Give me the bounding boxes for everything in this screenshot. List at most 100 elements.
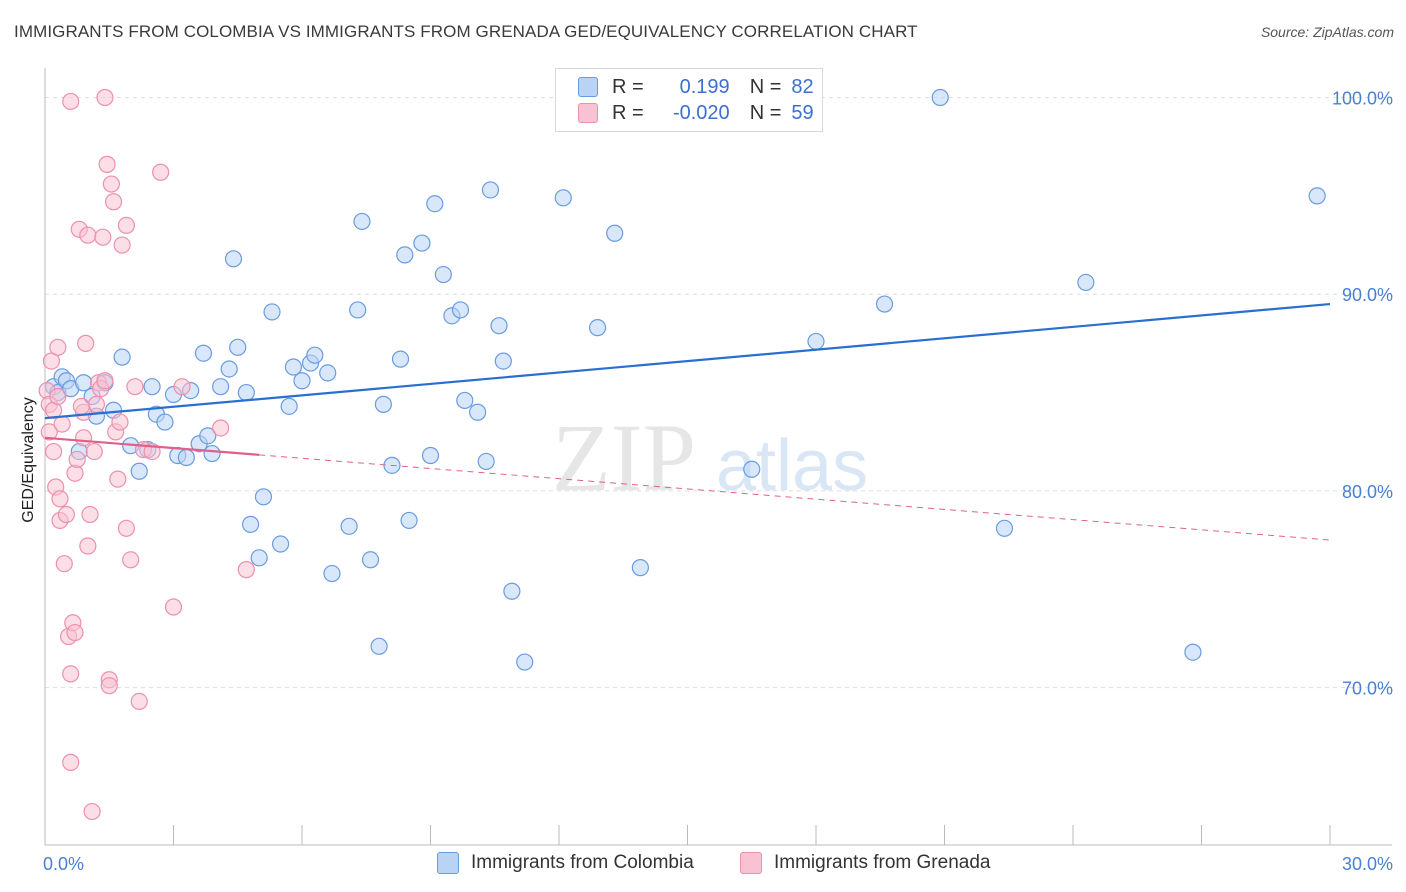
colombia-point-26 [212,378,230,396]
colombia-n-value: 82 [791,75,814,98]
colombia-point-64 [494,352,512,370]
colombia-point-46 [361,551,380,569]
legend-grenada-label: Immigrants from Grenada [774,852,991,873]
legend-grenada-swatch [740,852,762,874]
colombia-point-35 [271,535,290,553]
colombia-point-67 [554,189,572,207]
colombia-point-31 [242,515,260,533]
colombia-point-63 [490,317,508,335]
colombia-point-66 [516,653,534,671]
stats-legend: R = 0.199 N = 82 R = -0.020 N = 59 [555,68,823,132]
colombia-point-48 [374,395,392,413]
colombia-point-69 [606,224,624,242]
grenada-point-25 [79,226,97,244]
grenada-r-value: -0.020 [672,101,730,124]
y-tick-label-1: 90.0% [1342,285,1393,305]
grenada-point-32 [94,228,112,246]
colombia-swatch [578,77,598,97]
colombia-point-34 [263,303,281,321]
colombia-trend-line [44,302,1331,420]
grenada-point-55 [96,88,114,107]
colombia-point-11 [113,348,131,366]
colombia-point-52 [400,511,418,530]
grenada-point-56 [49,338,67,356]
colombia-point-36 [280,397,298,415]
colombia-point-42 [323,564,341,583]
grenada-point-2 [40,423,58,441]
colombia-point-70 [631,559,649,577]
colombia-point-45 [353,212,371,231]
grenada-point-43 [117,519,135,537]
colombia-point-15 [143,378,161,396]
grenada-point-3 [42,352,61,370]
axes [44,68,1392,846]
grenada-point-51 [173,378,191,396]
y-axis-label: GED/Equivalency [20,397,37,522]
colombia-point-68 [588,319,607,337]
grenada-point-44 [122,551,140,569]
y-tick-label-3: 70.0% [1342,679,1393,699]
grenada-point-37 [102,175,120,193]
colombia-point-62 [481,181,500,199]
colombia-r-label: R = [612,75,644,98]
y-tick-label-0: 100.0% [1332,89,1393,109]
grenada-point-29 [87,395,106,413]
x-tick-label-1: 30.0% [1342,854,1393,874]
grenada-point-54 [62,92,80,111]
chart-title: IMMIGRANTS FROM COLOMBIA VS IMMIGRANTS F… [14,22,918,41]
colombia-point-56 [434,265,452,284]
colombia-point-60 [469,403,487,421]
grenada-point-14 [62,665,80,683]
colombia-point-80 [1308,187,1326,205]
grenada-point-52 [212,419,230,437]
grenada-trend-line-dashed [259,454,1331,541]
chart-source: Source: ZipAtlas.com [1260,24,1394,40]
colombia-point-76 [931,88,949,107]
colombia-point-59 [456,391,474,410]
grenada-point-38 [104,193,123,211]
watermark-atlas: atlas [716,426,868,506]
colombia-point-27 [220,360,238,378]
colombia-point-25 [203,444,221,463]
legend-item-grenada[interactable]: Immigrants from Grenada [740,852,990,874]
grenada-point-50 [164,598,183,616]
grenada-trend-line [44,436,260,456]
colombia-point-75 [875,295,894,313]
colombia-point-33 [254,488,273,506]
colombia-point-50 [391,350,410,368]
grenada-point-45 [126,378,144,396]
colombia-point-58 [451,301,470,319]
grenada-r-label: R = [612,101,644,124]
colombia-r-value: 0.199 [679,75,730,98]
colombia-point-44 [349,301,367,319]
colombia-point-17 [156,413,174,431]
trend-lines [44,302,1331,541]
legend-colombia-label: Immigrants from Colombia [471,852,694,873]
grenada-point-28 [85,442,103,461]
colombia-point-41 [319,364,337,382]
grenada-point-7 [49,387,67,406]
grenada-point-27 [83,802,101,821]
legend-row-grenada: R = -0.020 N = 59 [578,101,814,125]
watermark-zip: ZIP [552,404,696,511]
colombia-point-40 [306,346,324,364]
legend-colombia-swatch [437,852,459,874]
colombia-point-61 [477,452,495,471]
grenada-point-5 [44,442,63,461]
data-points [38,88,1326,821]
grenada-point-41 [111,413,129,431]
grenada-point-40 [109,470,127,488]
grenada-n-label: N = [749,101,782,124]
grenada-point-26 [81,505,99,524]
colombia-point-30 [237,383,255,402]
grenada-point-12 [57,505,76,524]
legend-item-colombia[interactable]: Immigrants from Colombia [437,852,694,874]
series-legend: Immigrants from Colombia Immigrants from… [0,850,1406,878]
colombia-point-73 [743,460,761,478]
grenada-point-19 [68,450,86,469]
grenada-point-34 [98,155,116,173]
colombia-point-23 [194,344,213,362]
colombia-point-29 [229,338,247,356]
grenada-point-36 [100,677,118,695]
legend-row-colombia: R = 0.199 N = 82 [578,75,814,99]
